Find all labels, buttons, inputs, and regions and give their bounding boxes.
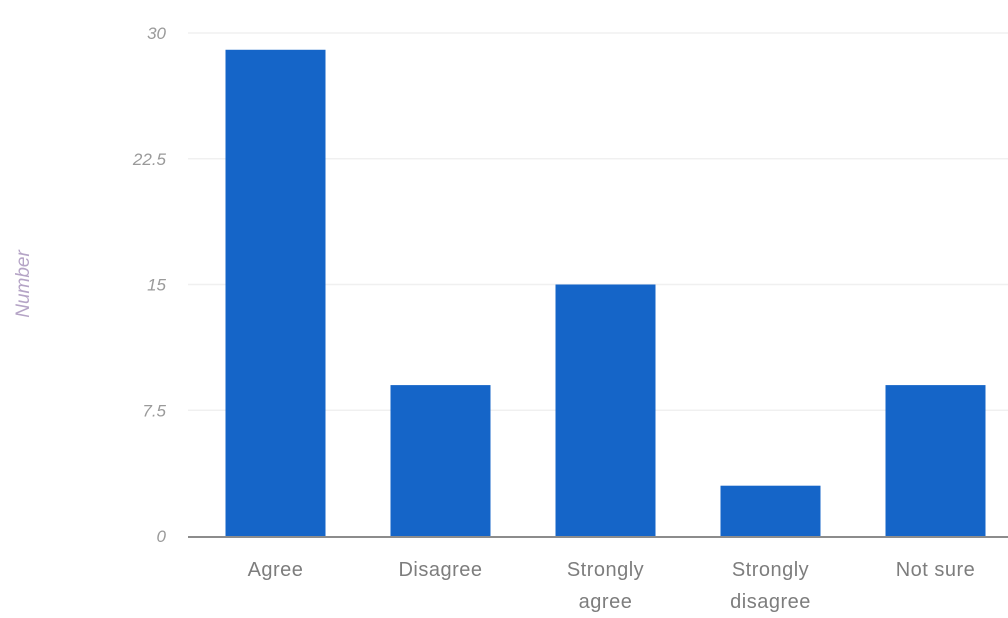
y-tick-label: 0 [157,527,167,546]
y-tick-label: 7.5 [142,401,166,420]
y-tick-label: 15 [147,276,166,295]
bars [225,49,986,537]
x-tick-label: Disagree [398,559,482,581]
bar [225,49,326,537]
x-tick-labels: Agree Disagree Strongly agree Strongly disagr… [248,559,976,613]
y-axis-title: Number [13,250,34,318]
bar [720,485,821,536]
y-tick-label: 22.5 [132,150,167,169]
bar [555,284,656,536]
x-tick-label: Strongly agree [567,559,644,613]
bar [885,385,986,536]
x-tick-label: Not sure [896,559,976,581]
x-tick-label: Agree [248,559,304,581]
x-tick-label: Strongly disagree [730,559,811,613]
bar [390,385,491,536]
y-tick-label: 30 [147,24,166,43]
y-tick-labels: 0 7.5 15 22.5 30 [132,24,167,546]
